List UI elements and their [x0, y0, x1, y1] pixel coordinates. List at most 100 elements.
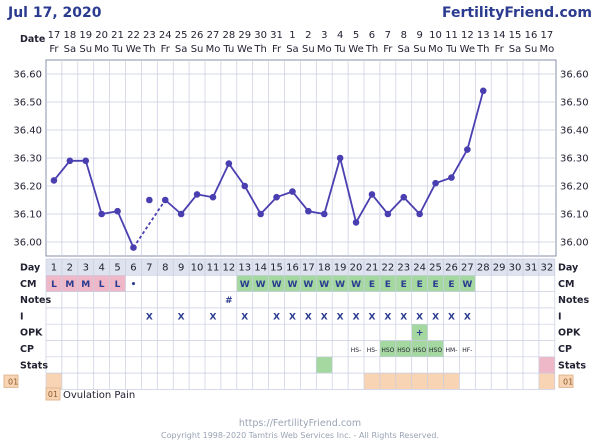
- date-label: 12: [461, 30, 474, 41]
- cycle-day-label: 1: [51, 263, 57, 274]
- footer-url[interactable]: https://FertilityFriend.com: [239, 418, 361, 429]
- temperature-point: [241, 182, 249, 190]
- table-cell-text: E: [448, 280, 454, 290]
- temperature-point: [225, 160, 233, 167]
- table-cell-fill: [427, 373, 444, 390]
- table-cell-text: HSO: [397, 347, 410, 354]
- table-cell-text: E: [369, 280, 375, 290]
- pain-label-box-right: [558, 374, 574, 388]
- day-of-week-label: Mo: [539, 44, 554, 55]
- table-cell-text: W: [335, 280, 345, 290]
- table-cell-fill: [268, 275, 285, 292]
- y-tick-label: 36.20: [13, 182, 42, 193]
- y-tick-label: 36.60: [560, 70, 589, 81]
- date-label: 17: [540, 30, 553, 41]
- pain-label-box-left: [3, 374, 19, 388]
- cycle-day-label: 11: [207, 263, 220, 274]
- table-cell-fill: [93, 275, 110, 292]
- table-cell-text: W: [462, 280, 472, 290]
- table-cell-fill: [411, 275, 428, 292]
- date-label: 7: [385, 30, 391, 41]
- cycle-day-label: 28: [477, 263, 490, 274]
- temperature-point: [464, 146, 471, 153]
- table-cell-fill: [411, 340, 428, 357]
- temperature-point: [305, 207, 312, 215]
- date-label: 4: [337, 30, 343, 41]
- day-of-week-label: Fr: [161, 44, 171, 55]
- menses-marker: M: [81, 280, 90, 290]
- legend-ovulation-pain: Ovulation Pain: [63, 390, 135, 401]
- table-cell-fill: [379, 275, 396, 292]
- table-cell-fill: [46, 373, 62, 390]
- date-label: 21: [111, 30, 124, 41]
- day-of-week-label: Sa: [398, 44, 410, 55]
- table-cell-fill: [379, 340, 396, 357]
- cycle-day-label: 25: [429, 263, 442, 274]
- cycle-day-label: 6: [130, 263, 136, 274]
- temperature-segment: [450, 149, 469, 179]
- row-label-left: CM: [20, 279, 36, 290]
- temperature-segment: [418, 182, 437, 215]
- temperature-point: [98, 210, 105, 218]
- temperature-segment: [164, 199, 182, 215]
- temperature-point: [66, 157, 74, 165]
- table-cell-fill: [77, 275, 94, 292]
- table-cell-text: X: [321, 312, 328, 322]
- table-cell-text: W: [287, 280, 297, 290]
- y-tick-label: 36.50: [560, 98, 589, 109]
- table-cell-fill: [332, 275, 349, 292]
- table-cell-fill: [427, 275, 444, 292]
- temperature-point: [320, 210, 328, 218]
- table-cell-text: W: [303, 280, 313, 290]
- temperature-segment: [466, 90, 485, 150]
- y-tick-label: 36.40: [560, 126, 589, 137]
- table-cell-text: W: [256, 280, 266, 290]
- row-label-left: I: [20, 311, 24, 322]
- temperature-point: [384, 210, 392, 218]
- temperature-segment: [84, 160, 103, 215]
- cycle-day-label: 8: [162, 263, 168, 274]
- day-of-week-label: Sa: [64, 44, 76, 55]
- table-cell-text: X: [178, 312, 185, 322]
- date-label: 5: [353, 30, 359, 41]
- day-of-week-label: Th: [365, 44, 378, 55]
- table-cell-fill: [411, 373, 428, 390]
- menses-marker: L: [51, 280, 57, 290]
- temperature-point: [432, 179, 439, 187]
- site-name[interactable]: FertilityFriend.com: [442, 5, 592, 21]
- table-cell-fill: [252, 275, 269, 292]
- cycle-day-label: 10: [191, 263, 204, 274]
- cycle-day-label: 27: [461, 263, 474, 274]
- row-label-right: OPK: [558, 328, 581, 339]
- table-cell-fill: [236, 275, 253, 292]
- cycle-day-label: 12: [222, 263, 235, 274]
- cycle-day-label: 26: [445, 263, 458, 274]
- table-cell-text: W: [240, 280, 250, 290]
- cycle-day-label: 3: [83, 263, 89, 274]
- table-cell-text: X: [337, 312, 344, 322]
- ovulation-pain-code: 01: [563, 378, 573, 387]
- row-label-left: OPK: [20, 328, 43, 339]
- table-cell-text: X: [305, 312, 312, 322]
- temperature-point: [50, 177, 58, 184]
- day-of-week-label: Fr: [383, 44, 393, 55]
- temperature-point: [336, 154, 344, 162]
- table-cell-text: X: [273, 312, 280, 322]
- row-label-right: Day: [558, 263, 579, 274]
- table-cell-text: X: [432, 312, 439, 322]
- table-cell-fill: [395, 340, 412, 357]
- day-of-week-label: Mo: [317, 44, 332, 55]
- table-cell-text: HSO: [413, 347, 426, 354]
- day-of-week-label: Su: [413, 44, 426, 55]
- temperature-point: [273, 193, 280, 201]
- day-of-week-label: Th: [476, 44, 489, 55]
- table-cell-fill: [459, 275, 476, 292]
- date-row: 17 18 19 20 21 22 23 24 25 26 27 28 29 30 31 1 2 3 4 5 6 7 8 9 1…: [48, 30, 554, 41]
- table-cell-text: E: [401, 280, 407, 290]
- cycle-day-label: 9: [178, 263, 184, 274]
- cycle-day-label: 23: [397, 263, 410, 274]
- day-of-week-label: Su: [302, 44, 315, 55]
- table-cell-text: X: [464, 312, 471, 322]
- table-cell-fill: [538, 356, 555, 374]
- temperature-segment: [212, 163, 230, 198]
